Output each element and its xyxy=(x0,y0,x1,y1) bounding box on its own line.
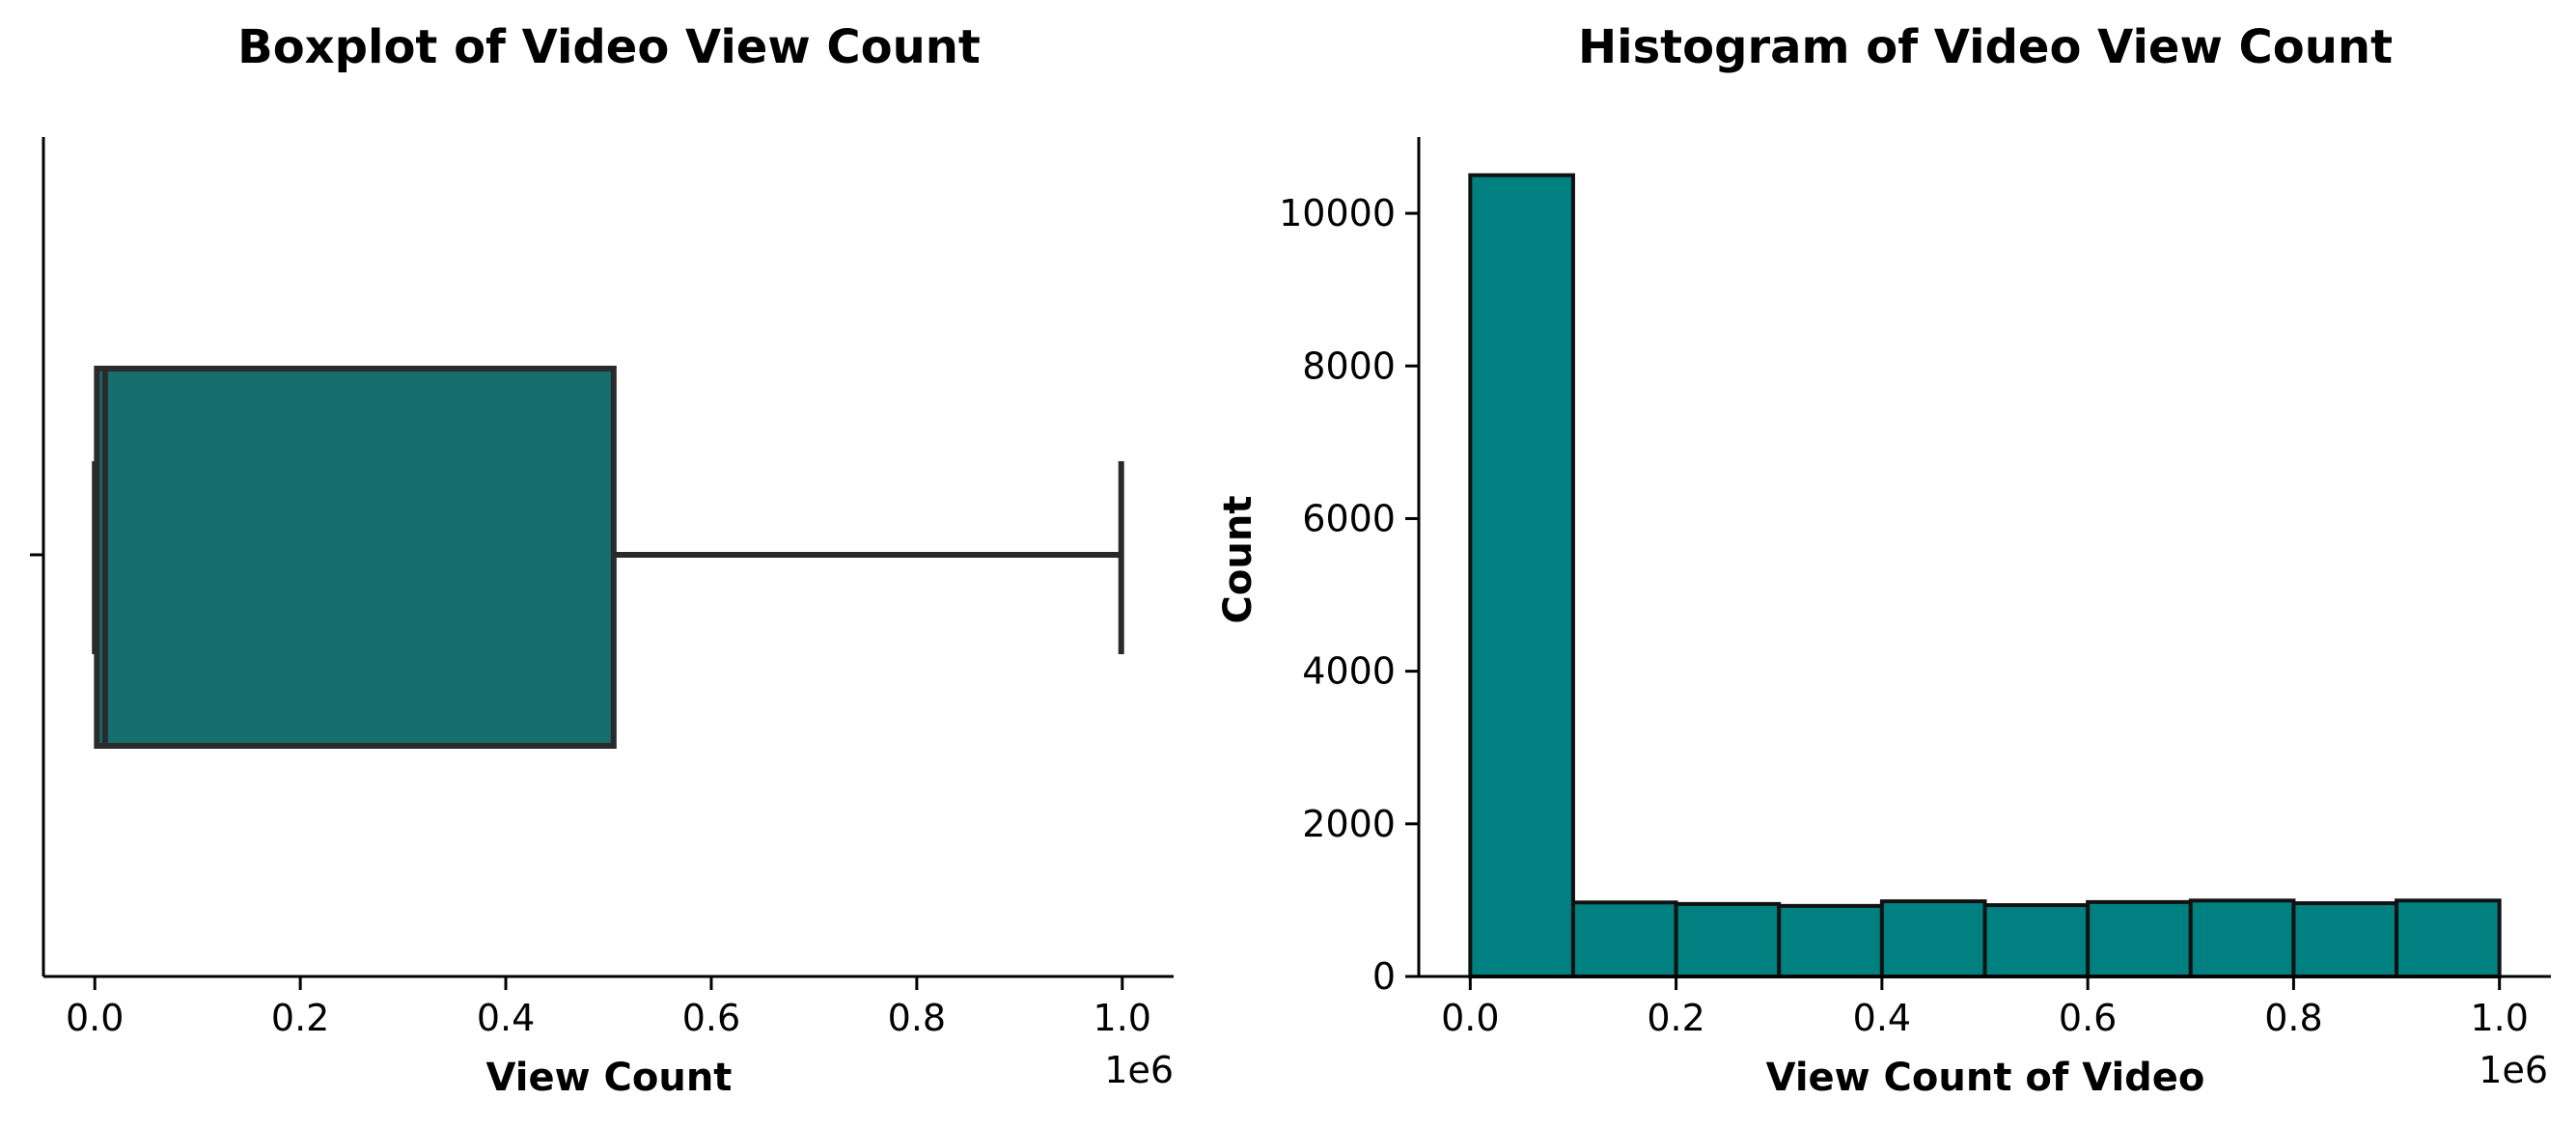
histogram-panel: Histogram of Video View Count Count 0.0 0… xyxy=(1216,20,2551,1100)
boxplot-panel: Boxplot of Video View Count 0.0 0.2 0.4 0.6… xyxy=(30,20,1174,1100)
histogram-y-tick-label: 6000 xyxy=(1302,497,1396,539)
histogram-title: Histogram of Video View Count xyxy=(1578,20,2393,74)
histogram-y-tick-label: 10000 xyxy=(1279,192,1396,234)
histogram-x-tick-label: 0.2 xyxy=(1647,997,1704,1039)
histogram-y-tick-label: 8000 xyxy=(1302,344,1396,387)
histogram-axes xyxy=(1417,137,2551,978)
histogram-bar xyxy=(2188,898,2296,979)
boxplot-box xyxy=(94,366,617,749)
boxplot-x-axis-label: View Count xyxy=(486,1056,733,1100)
boxplot-x-tick-label: 1.0 xyxy=(1094,997,1151,1039)
boxplot-x-tick-label: 0.2 xyxy=(271,997,329,1039)
histogram-y-tick-label: 4000 xyxy=(1302,650,1396,693)
histogram-bar xyxy=(1982,903,2091,978)
histogram-bar xyxy=(2086,899,2193,978)
boxplot-plot-area xyxy=(30,137,1174,978)
histogram-x-offset-label: 1e6 xyxy=(2479,1049,2548,1091)
boxplot-x-tick-label: 0.4 xyxy=(477,997,535,1039)
histogram-bar xyxy=(1570,900,1678,978)
histogram-y-tick-label: 0 xyxy=(1372,955,1396,998)
boxplot-x-tick-label: 0.0 xyxy=(66,997,124,1039)
histogram-x-tick-label: 0.4 xyxy=(1853,997,1911,1039)
histogram-y-ticks: 0 2000 4000 6000 8000 10000 xyxy=(1279,192,1419,998)
boxplot-x-ticks: 0.0 0.2 0.4 0.6 0.8 1.0 xyxy=(66,976,1151,1039)
boxplot-x-offset-label: 1e6 xyxy=(1104,1049,1174,1091)
histogram-y-tick-label: 2000 xyxy=(1302,803,1396,845)
histogram-x-tick-label: 0.6 xyxy=(2059,997,2117,1039)
histogram-bar xyxy=(1777,903,1884,978)
boxplot-x-tick-label: 0.6 xyxy=(682,997,740,1039)
histogram-bar xyxy=(1468,173,1575,978)
boxplot-x-tick-label: 0.8 xyxy=(888,997,946,1039)
histogram-y-axis-label: Count xyxy=(1216,496,1260,624)
histogram-bar xyxy=(1674,901,1782,979)
histogram-x-tick-label: 0.0 xyxy=(1441,997,1499,1039)
histogram-bars xyxy=(1468,173,2502,979)
histogram-bar xyxy=(2395,898,2502,979)
histogram-x-tick-label: 1.0 xyxy=(2470,997,2528,1039)
boxplot-title: Boxplot of Video View Count xyxy=(237,20,981,74)
histogram-x-ticks: 0.0 0.2 0.4 0.6 0.8 1.0 xyxy=(1441,976,2529,1039)
histogram-x-axis-label: View Count of Video xyxy=(1766,1056,2205,1100)
histogram-bar xyxy=(1879,899,1987,979)
histogram-bar xyxy=(2291,901,2399,979)
histogram-x-tick-label: 0.8 xyxy=(2264,997,2322,1039)
